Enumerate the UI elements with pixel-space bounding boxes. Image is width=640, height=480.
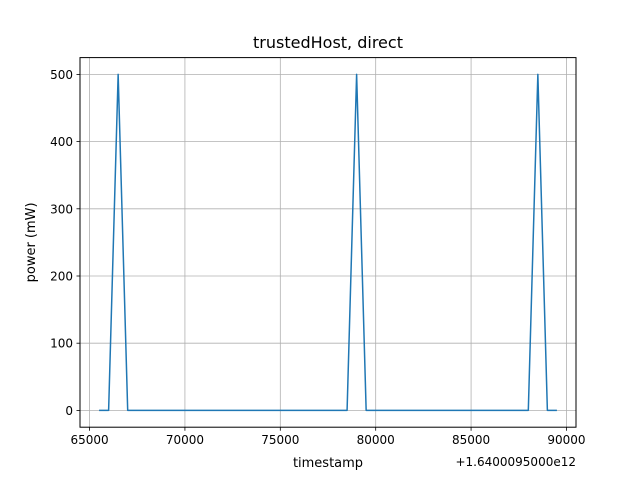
axis-ticks: 65000 70000 75000 80000 85000 90000 0 100 200 300…: [50, 68, 585, 447]
series-layer: [99, 73, 557, 412]
x-axis-label: timestamp: [293, 456, 363, 471]
x-tick-label: 70000: [166, 433, 204, 447]
y-axis-label: power (mW): [24, 202, 39, 282]
y-tick-label: 400: [50, 135, 73, 149]
x-tick-label: 75000: [261, 433, 299, 447]
y-tick-label: 300: [50, 202, 73, 216]
plot-frame: [79, 57, 577, 428]
y-tick-label: 0: [65, 404, 73, 418]
y-tick-label: 100: [50, 337, 73, 351]
chart-title: trustedHost, direct: [253, 33, 403, 52]
x-tick-label: 90000: [547, 433, 585, 447]
x-tick-label: 80000: [357, 433, 395, 447]
y-tick-label: 500: [50, 68, 73, 82]
x-axis-offset-label: +1.6400095000e12: [455, 455, 576, 469]
x-tick-label: 65000: [70, 433, 108, 447]
y-tick-label: 200: [50, 270, 73, 284]
x-tick-label: 85000: [452, 433, 490, 447]
